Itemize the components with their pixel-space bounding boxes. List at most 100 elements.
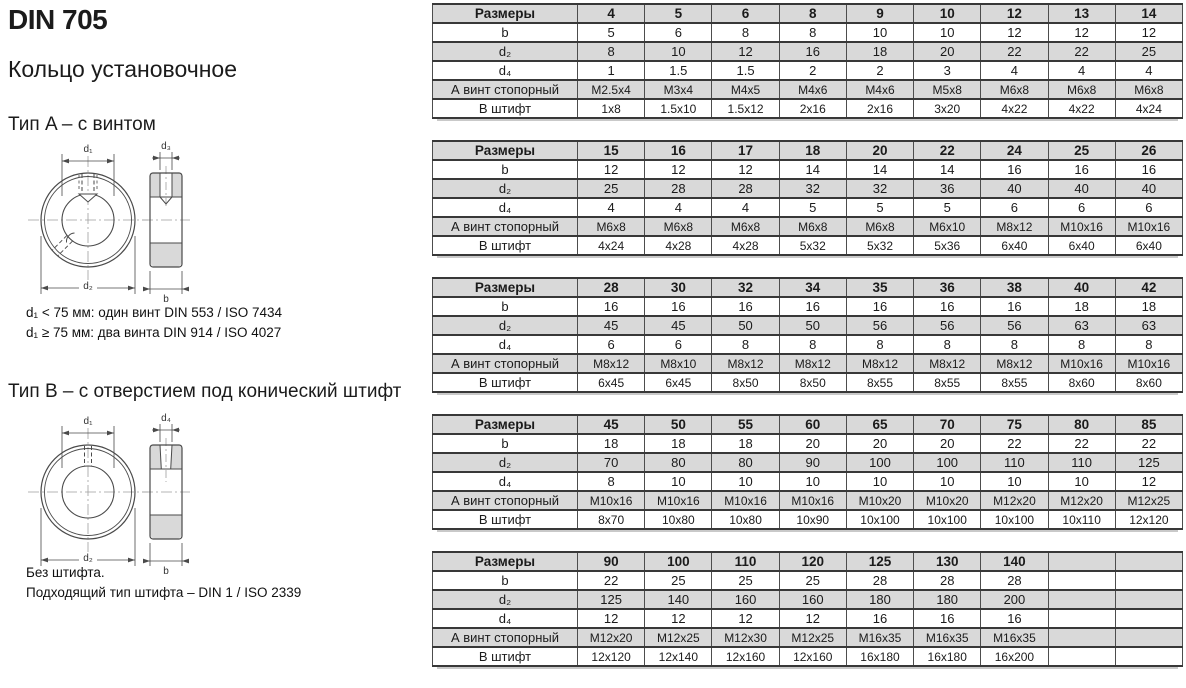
- cell-b: 14: [778, 159, 847, 180]
- table-row-b: b 22 25 25 25 28 28 28: [432, 570, 1184, 591]
- type-b-heading: Тип B – с отверстием под конический штиф…: [8, 381, 402, 402]
- cell-d4: 2: [845, 60, 915, 81]
- cell-d2: 10: [644, 41, 713, 62]
- cell-pin: 5x32: [845, 235, 915, 256]
- cell-pin: 10x80: [711, 509, 780, 530]
- cell-d2: 32: [778, 178, 847, 199]
- cell-screw: M16x35: [913, 627, 982, 648]
- cell-screw: M8x12: [845, 353, 915, 374]
- cell-pin: [1114, 646, 1184, 667]
- row-label: Размеры: [432, 140, 578, 161]
- row-label: А винт стопорный: [432, 353, 578, 374]
- cell-d2: 80: [644, 452, 713, 473]
- row-label: d₄: [432, 197, 578, 218]
- column-header: 22: [913, 140, 982, 161]
- cell-d2: 8: [576, 41, 646, 62]
- cell-d4: 8: [576, 471, 646, 492]
- cell-d4: 10: [980, 471, 1049, 492]
- cell-d4: 1: [576, 60, 646, 81]
- cell-d2: 28: [644, 178, 713, 199]
- cell-d4: 5: [845, 197, 915, 218]
- cell-b: 28: [913, 570, 982, 591]
- cell-pin: 4x24: [1114, 98, 1184, 119]
- cell-d4: 4: [980, 60, 1049, 81]
- type-b-side-view: d₄ b: [142, 413, 190, 577]
- cell-b: 12: [1047, 22, 1116, 43]
- table-row-b: b 16 16 16 16 16 16 16 18 18: [432, 296, 1184, 317]
- row-label: В штифт: [432, 98, 578, 119]
- cell-d4: 12: [778, 608, 847, 629]
- cell-d4: 8: [711, 334, 780, 355]
- cell-screw: M6x8: [845, 216, 915, 237]
- row-label: d₄: [432, 334, 578, 355]
- column-header: 28: [576, 277, 646, 298]
- cell-d2: 25: [576, 178, 646, 199]
- table-row-sizes: Размеры 4 5 6 8 9 10 12 13 14: [432, 3, 1184, 24]
- page-title: DIN 705: [8, 4, 108, 35]
- column-header: 5: [644, 3, 713, 24]
- cell-screw: M8x12: [711, 353, 780, 374]
- cell-d4: 8: [1047, 334, 1116, 355]
- column-header: 42: [1114, 277, 1184, 298]
- cell-d2: 90: [778, 452, 847, 473]
- column-header: 140: [980, 551, 1049, 572]
- column-header: 130: [913, 551, 982, 572]
- cell-b: 12: [711, 159, 780, 180]
- table-row-screw: А винт стопорный M6x8 M6x8 M6x8 M6x8 M6x8 M6x1…: [432, 216, 1184, 237]
- column-header: 35: [845, 277, 915, 298]
- cell-b: 20: [778, 433, 847, 454]
- cell-b: [1114, 570, 1184, 591]
- table-row-d4: d₄ 8 10 10 10 10 10 10 10 12: [432, 471, 1184, 492]
- cell-pin: 10x100: [980, 509, 1049, 530]
- cell-b: 16: [778, 296, 847, 317]
- table-row-d4: d₄ 12 12 12 12 16 16 16: [432, 608, 1184, 629]
- cell-b: 16: [980, 296, 1049, 317]
- column-header: 16: [644, 140, 713, 161]
- row-label: d₄: [432, 471, 578, 492]
- note-line: d₁ < 75 мм: один винт DIN 553 / ISO 7434: [26, 305, 283, 320]
- size-table-2: Размеры 15 16 17 18 20 22 24 25 26 b 12 12 12 14 14 14 16…: [432, 140, 1184, 256]
- column-header: 8: [778, 3, 847, 24]
- cell-d2: 110: [1047, 452, 1116, 473]
- cell-d2: 45: [644, 315, 713, 336]
- cell-b: 16: [644, 296, 713, 317]
- column-header: 65: [845, 414, 915, 435]
- column-header: 24: [980, 140, 1049, 161]
- b-label: b: [163, 294, 169, 305]
- cell-screw: M12x20: [576, 627, 646, 648]
- cell-pin: 4x28: [644, 235, 713, 256]
- cell-pin: 12x140: [644, 646, 713, 667]
- type-a-side-view: d₃ b: [142, 141, 190, 305]
- size-table-1: Размеры 4 5 6 8 9 10 12 13 14 b 5 6 8 8 10 10 12 12 12 d₂ 8 10…: [432, 3, 1184, 119]
- cell-screw: M4x6: [778, 79, 847, 100]
- cell-pin: 12x160: [711, 646, 780, 667]
- row-label: d₂: [432, 41, 578, 62]
- table-row-d2: d₂ 45 45 50 50 56 56 56 63 63: [432, 315, 1184, 336]
- table-row-d4: d₄ 4 4 4 5 5 5 6 6 6: [432, 197, 1184, 218]
- cell-d4: 6: [1114, 197, 1184, 218]
- cell-d2: 25: [1114, 41, 1184, 62]
- cell-d2: [1047, 589, 1116, 610]
- cell-pin: 4x24: [576, 235, 646, 256]
- cell-screw: M8x10: [644, 353, 713, 374]
- table-row-d4: d₄ 1 1.5 1.5 2 2 3 4 4 4: [432, 60, 1184, 81]
- cell-d2: 63: [1114, 315, 1184, 336]
- cell-d2: 16: [778, 41, 847, 62]
- row-label: В штифт: [432, 646, 578, 667]
- cell-d4: 16: [913, 608, 982, 629]
- cell-b: 18: [1047, 296, 1116, 317]
- cell-d2: 50: [711, 315, 780, 336]
- cell-d4: 16: [845, 608, 915, 629]
- column-header: 12: [980, 3, 1049, 24]
- table-row-screw: А винт стопорный M2.5x4 M3x4 M4x5 M4x6 M4x6 M5…: [432, 79, 1184, 100]
- cell-pin: 2x16: [778, 98, 847, 119]
- cell-screw: M10x16: [711, 490, 780, 511]
- cell-screw: M10x16: [1047, 216, 1116, 237]
- cell-screw: M6x8: [576, 216, 646, 237]
- cell-pin: 1.5x10: [644, 98, 713, 119]
- cell-pin: 4x28: [711, 235, 780, 256]
- column-header: 32: [711, 277, 780, 298]
- type-a-heading: Тип A – с винтом: [8, 114, 156, 135]
- cell-screw: M6x8: [778, 216, 847, 237]
- cell-d2: 70: [576, 452, 646, 473]
